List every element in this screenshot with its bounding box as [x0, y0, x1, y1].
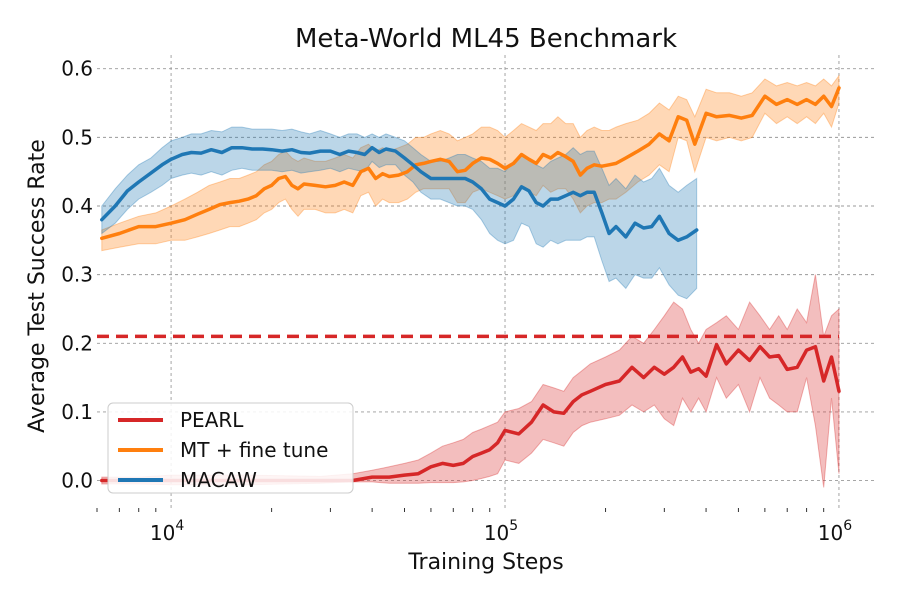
- x-axis-label: Training Steps: [407, 550, 563, 575]
- pearl-band: [101, 274, 840, 488]
- x-axis-ticks: 104 105 106: [96, 508, 852, 545]
- y-tick-label: 0.0: [61, 469, 93, 493]
- pearl-line: [100, 342, 841, 483]
- y-tick-label: 0.4: [61, 194, 93, 218]
- y-axis-label: Average Test Success Rate: [25, 139, 50, 433]
- y-tick-label: 0.2: [61, 331, 93, 355]
- series-lines: [97, 86, 841, 483]
- pearl-legend-label: PEARL: [180, 408, 244, 432]
- mt-fine-tune-line: [100, 86, 841, 241]
- legend: PEARL MT + fine tune MACAW: [107, 402, 354, 494]
- macaw-band: [101, 126, 698, 300]
- mt-fine-tune-legend-label: MT + fine tune: [180, 438, 328, 462]
- x-tick-label: 106: [818, 518, 852, 545]
- x-tick-exponent: 6: [843, 518, 852, 534]
- y-tick-label: 0.5: [61, 125, 93, 149]
- y-tick-label: 0.1: [61, 400, 93, 424]
- x-tick-base: 10: [150, 521, 175, 545]
- macaw-legend-label: MACAW: [180, 468, 257, 492]
- x-tick-label: 105: [484, 518, 518, 545]
- x-tick-exponent: 5: [509, 518, 518, 534]
- x-tick-exponent: 4: [175, 518, 184, 534]
- y-axis-ticks: 0.0 0.1 0.2 0.3 0.4 0.5 0.6: [61, 57, 93, 493]
- chart-title: Meta-World ML45 Benchmark: [295, 24, 677, 54]
- grid: [97, 55, 877, 508]
- x-tick-base: 10: [484, 521, 509, 545]
- x-tick-base: 10: [818, 521, 843, 545]
- x-tick-label: 104: [150, 518, 184, 545]
- legend-box: [107, 402, 354, 494]
- y-tick-label: 0.3: [61, 263, 93, 287]
- y-tick-label: 0.6: [61, 57, 93, 81]
- macaw-line: [100, 145, 699, 243]
